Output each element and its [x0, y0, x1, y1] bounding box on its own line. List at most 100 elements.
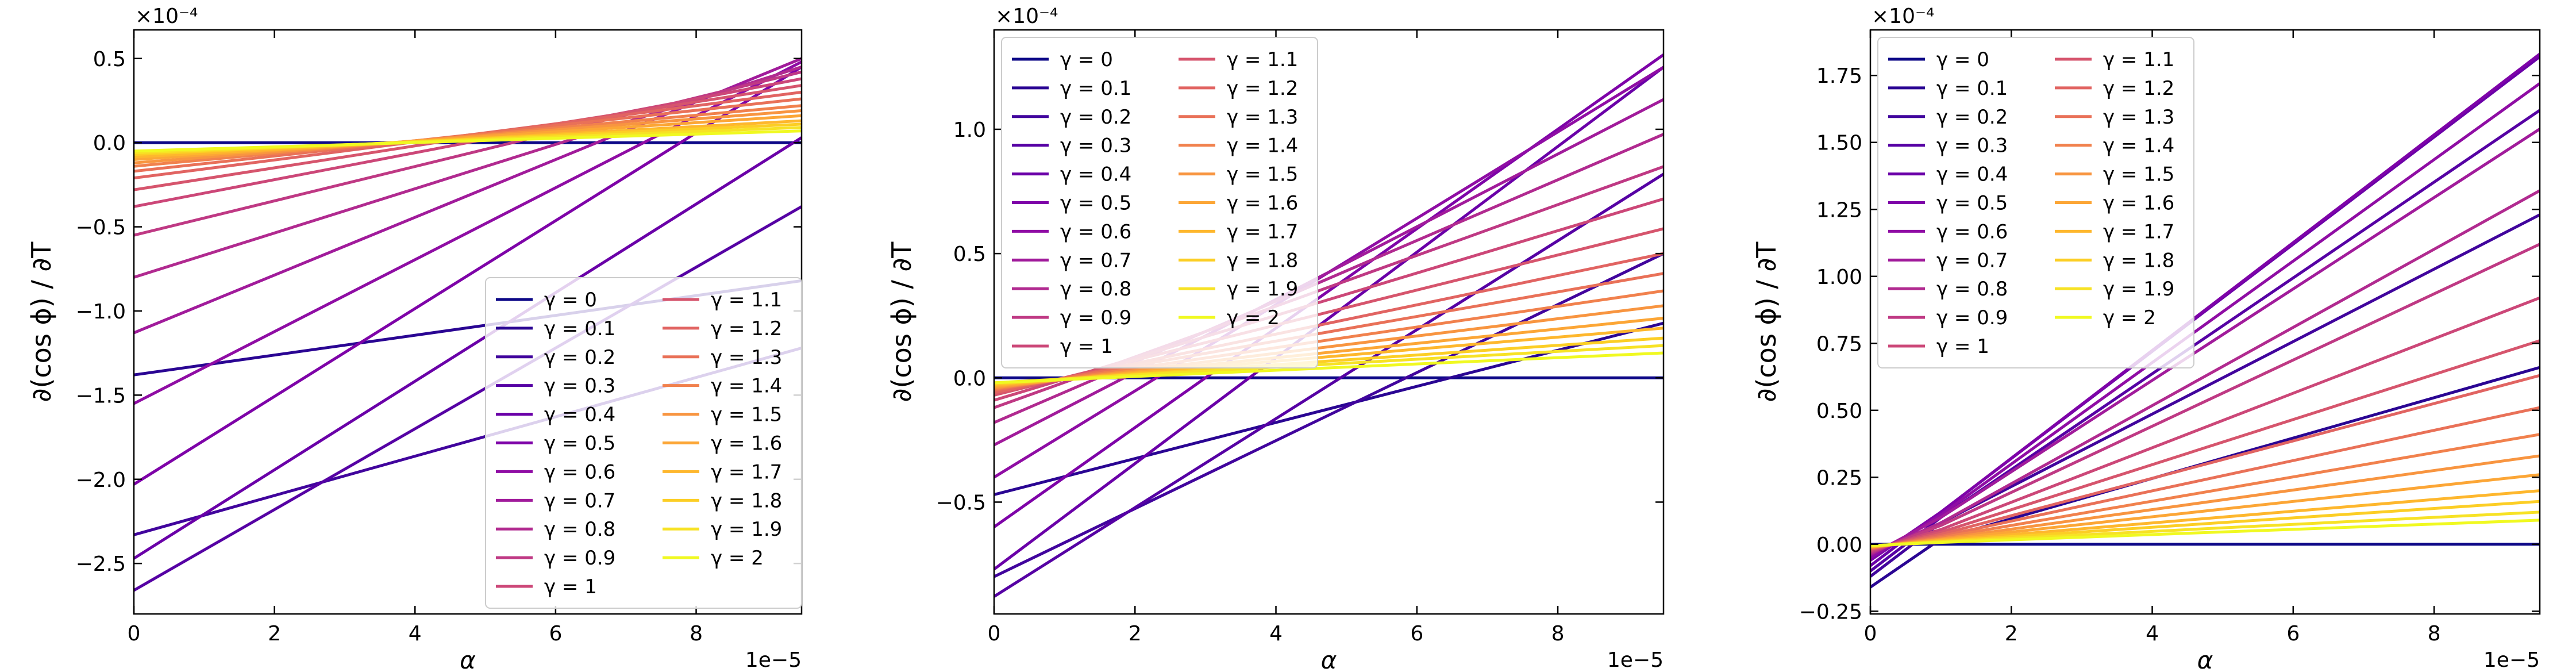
legend-label: γ = 0.2	[544, 346, 615, 369]
legend-item: γ = 2	[1179, 306, 1280, 329]
legend-item: γ = 0.2	[496, 346, 615, 369]
chart-panel-3: 0 2 4 6 8 −0.25 0.00 0.25 0.50 0.75 1.00 1.25 1.50 1.…	[1751, 5, 2541, 672]
legend-label: γ = 0.9	[1060, 306, 1131, 329]
legend-item: γ = 1.6	[1179, 192, 1298, 215]
legend-box	[485, 277, 802, 609]
x-tick-label: 4	[409, 622, 422, 646]
y-tick-label: 0.5	[953, 243, 986, 266]
x-tick-label: 2	[1129, 622, 1142, 646]
legend-label: γ = 0.6	[544, 460, 615, 483]
legend-label: γ = 0.4	[1060, 163, 1131, 186]
legend-label: γ = 1.5	[711, 404, 782, 427]
legend-item: γ = 0.9	[496, 547, 615, 570]
legend-item: γ = 1	[496, 575, 597, 598]
legend-label: γ = 1	[1936, 335, 1989, 358]
legend-label: γ = 2	[711, 547, 764, 570]
legend-item: γ = 0.7	[1888, 249, 2008, 272]
legend-label: γ = 1.1	[711, 289, 782, 312]
legend-item: γ = 0.5	[1012, 192, 1131, 215]
legend-item: γ = 0	[1888, 48, 1989, 71]
legend-label: γ = 0.1	[544, 317, 615, 340]
x-axis-label: α	[2197, 646, 2213, 672]
legend-label: γ = 1.2	[711, 317, 782, 340]
y-offset-label: ×10⁻⁴	[135, 5, 198, 28]
legend-item: γ = 0.2	[1012, 106, 1131, 129]
legend-label: γ = 1.6	[2103, 192, 2174, 215]
legend-label: γ = 0.2	[1936, 106, 2008, 129]
series-line-3	[134, 205, 802, 592]
y-tick-label: 0.25	[1816, 466, 1862, 490]
legend-label: γ = 1.5	[2103, 163, 2174, 186]
legend-label: γ = 0.8	[1060, 278, 1131, 301]
legend-item: γ = 0.3	[496, 375, 615, 398]
legend-item: γ = 1.5	[2055, 163, 2174, 186]
legend-item: γ = 1.1	[663, 289, 782, 312]
legend-label: γ = 1.9	[711, 518, 782, 541]
legend-label: γ = 0.9	[1936, 306, 2008, 329]
series-line-4	[994, 66, 1664, 571]
legend-item: γ = 0.5	[496, 432, 615, 455]
legend: γ = 0 γ = 0.1 γ = 0.2 γ = 0.3 γ = 0.4 γ = 0.5…	[1877, 37, 2194, 368]
legend-label: γ = 1.3	[2103, 106, 2174, 129]
legend-label: γ = 1.1	[1227, 48, 1298, 71]
x-tick-label: 0	[1864, 622, 1877, 646]
y-tick-label: −0.5	[936, 491, 986, 514]
legend-label: γ = 0.2	[1060, 106, 1131, 129]
legend-item: γ = 1.7	[2055, 220, 2174, 243]
legend-label: γ = 1.4	[2103, 135, 2174, 158]
legend-item: γ = 0.5	[1888, 192, 2008, 215]
legend-label: γ = 0.6	[1060, 220, 1131, 243]
legend-item: γ = 1.9	[663, 518, 782, 541]
legend-label: γ = 1.8	[2103, 249, 2174, 272]
legend-item: γ = 2	[663, 547, 764, 570]
legend-label: γ = 1.6	[711, 432, 782, 455]
legend-label: γ = 1	[544, 575, 597, 598]
legend-label: γ = 1.9	[2103, 278, 2174, 301]
legend-item: γ = 1.1	[1179, 48, 1298, 71]
legend-item: γ = 1.3	[663, 346, 782, 369]
legend-item: γ = 1.3	[2055, 106, 2174, 129]
legend-item: γ = 1	[1012, 335, 1113, 358]
legend-label: γ = 0.7	[544, 489, 615, 512]
legend-item: γ = 0.6	[1012, 220, 1131, 243]
legend-item: γ = 1.8	[663, 489, 782, 512]
legend-item: γ = 1.4	[663, 375, 782, 398]
series-line-7	[994, 98, 1664, 447]
legend-item: γ = 0.8	[496, 518, 615, 541]
legend-box	[1877, 37, 2194, 368]
legend-item: γ = 1.2	[1179, 77, 1298, 100]
legend-item: γ = 1.7	[663, 460, 782, 483]
legend-label: γ = 1.2	[2103, 77, 2174, 100]
legend-label: γ = 0.5	[544, 432, 615, 455]
y-tick-label: 0.00	[1816, 533, 1862, 557]
x-tick-label: 0	[128, 622, 141, 646]
legend-item: γ = 1.8	[1179, 249, 1298, 272]
legend-item: γ = 1.3	[1179, 106, 1298, 129]
legend-item: γ = 0.8	[1888, 278, 2008, 301]
legend-label: γ = 1	[1060, 335, 1113, 358]
legend-label: γ = 0.8	[544, 518, 615, 541]
y-tick-label: −2.0	[76, 469, 126, 492]
y-tick-label: 1.00	[1816, 266, 1862, 289]
chart-panel-2: 0 2 4 6 8 −0.5 0.0 0.5 1.0 ×10⁻⁴ 1e−5 α ∂(cos ϕ) / ∂…	[886, 5, 1665, 672]
x-tick-label: 8	[1551, 622, 1565, 646]
x-tick-label: 6	[1410, 622, 1423, 646]
legend-item: γ = 1.8	[2055, 249, 2174, 272]
legend-item: γ = 1.2	[2055, 77, 2174, 100]
series-line-3	[994, 172, 1664, 598]
legend-label: γ = 0.6	[1936, 220, 2008, 243]
series-line-14	[994, 289, 1664, 391]
x-tick-label: 0	[988, 622, 1001, 646]
x-tick-label: 8	[690, 622, 703, 646]
legend-item: γ = 0	[496, 289, 597, 312]
y-axis-label: ∂(cos ϕ) / ∂T	[26, 241, 57, 402]
legend-item: γ = 0.4	[496, 404, 615, 427]
y-tick-label: 0.0	[953, 367, 986, 390]
y-tick-label: 0.0	[93, 132, 126, 155]
legend-label: γ = 1.6	[1227, 192, 1298, 215]
legend-item: γ = 1.4	[1179, 135, 1298, 158]
series-lines	[1870, 52, 2540, 589]
legend-item: γ = 0.8	[1012, 278, 1131, 301]
y-tick-label: 1.75	[1816, 64, 1862, 88]
x-tick-label: 4	[2146, 622, 2159, 646]
